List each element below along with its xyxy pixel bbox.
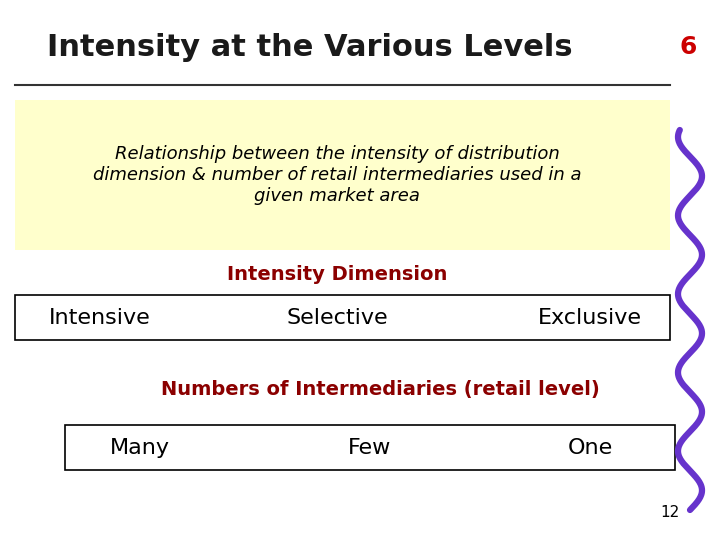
FancyBboxPatch shape — [15, 100, 670, 250]
Text: Selective: Selective — [286, 308, 388, 328]
Text: Intensive: Intensive — [49, 308, 151, 328]
FancyBboxPatch shape — [15, 295, 670, 340]
FancyBboxPatch shape — [65, 425, 675, 470]
Text: Many: Many — [110, 438, 170, 458]
Text: 12: 12 — [661, 505, 680, 520]
Text: Intensity Dimension: Intensity Dimension — [227, 266, 447, 285]
Text: Exclusive: Exclusive — [538, 308, 642, 328]
Text: Relationship between the intensity of distribution
dimension & number of retail : Relationship between the intensity of di… — [93, 145, 581, 205]
Text: Numbers of Intermediaries (retail level): Numbers of Intermediaries (retail level) — [161, 381, 599, 400]
Text: One: One — [567, 438, 613, 458]
Text: 6: 6 — [679, 35, 697, 59]
Text: Intensity at the Various Levels: Intensity at the Various Levels — [48, 33, 573, 63]
Text: Few: Few — [348, 438, 392, 458]
